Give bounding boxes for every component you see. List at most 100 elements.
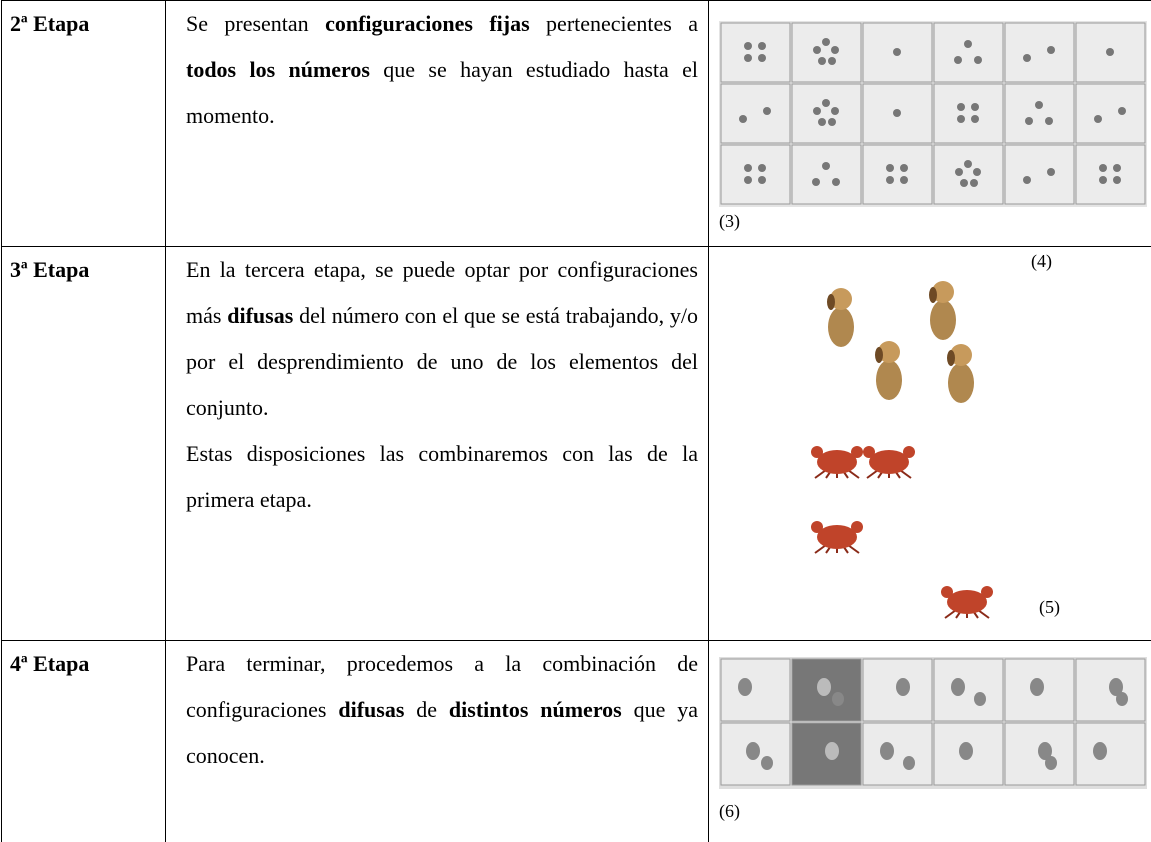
bold-text: difusas: [227, 303, 293, 328]
figure-blob: [1045, 756, 1057, 770]
figure-label: (3): [719, 211, 740, 232]
text: pertenecientes a: [530, 11, 698, 36]
card: [792, 23, 861, 82]
bold-text: todos los números: [186, 57, 370, 82]
card: [1076, 145, 1145, 204]
dot: [957, 103, 965, 111]
dot: [1035, 101, 1043, 109]
dot: [758, 176, 766, 184]
dot: [973, 168, 981, 176]
crab-body: [947, 590, 987, 614]
dot: [758, 42, 766, 50]
dot: [954, 56, 962, 64]
text: Estas disposiciones las combinaremos con…: [186, 441, 698, 512]
paragraph: Para terminar, procedemos a la combinaci…: [186, 641, 698, 779]
dot: [813, 107, 821, 115]
dot: [964, 160, 972, 168]
stage: 4ª Etapa: [2, 641, 166, 842]
stage: 2ª Etapa: [2, 1, 166, 247]
dot: [822, 99, 830, 107]
dot: [960, 179, 968, 187]
paragraph: En la tercera etapa, se puede optar por …: [186, 247, 698, 431]
card: [1076, 84, 1145, 143]
card: [792, 84, 861, 143]
row: 4ª Etapa Para terminar, procedemos a la …: [2, 641, 1151, 842]
card: [721, 84, 790, 143]
card: [863, 723, 932, 785]
card: [863, 145, 932, 204]
dot: [893, 109, 901, 117]
dot: [763, 107, 771, 115]
dog-ear: [875, 347, 883, 363]
card: [792, 145, 861, 204]
dog-ear: [947, 350, 955, 366]
figure-blob: [746, 742, 760, 760]
figure-blob: [951, 678, 965, 696]
dot: [970, 179, 978, 187]
card: [721, 659, 790, 721]
dot: [1118, 107, 1126, 115]
dot: [1113, 164, 1121, 172]
description: Para terminar, procedemos a la combinaci…: [166, 641, 709, 842]
dot: [893, 48, 901, 56]
card: [1005, 145, 1074, 204]
dot: [744, 54, 752, 62]
dot: [1099, 164, 1107, 172]
dot: [822, 38, 830, 46]
dot: [744, 164, 752, 172]
dot: [1023, 176, 1031, 184]
card: [721, 23, 790, 82]
figure-blob: [817, 678, 831, 696]
paragraph: Estas disposiciones las combinaremos con…: [186, 431, 698, 523]
dot: [1023, 54, 1031, 62]
stage: 3ª Etapa: [2, 247, 166, 641]
dot: [1106, 48, 1114, 56]
dog-body: [828, 307, 854, 347]
dot: [900, 164, 908, 172]
text: Se presentan: [186, 11, 325, 36]
figure: (4) (5): [709, 247, 1151, 639]
paragraph: Se presentan configuraciones fijas perte…: [186, 1, 698, 139]
dot: [1047, 46, 1055, 54]
crabs: [811, 446, 993, 618]
card: [934, 145, 1003, 204]
dot: [822, 162, 830, 170]
dot: [831, 107, 839, 115]
figure-blob: [825, 742, 839, 760]
dot: [1045, 117, 1053, 125]
crab-body: [817, 450, 857, 474]
figure-blob: [832, 692, 844, 706]
dot: [813, 46, 821, 54]
card: [934, 23, 1003, 82]
dot: [971, 115, 979, 123]
dot: [900, 176, 908, 184]
bold-text: distintos números: [449, 697, 622, 722]
figure-cell: (4) (5): [709, 247, 1151, 641]
figure-label: (6): [719, 801, 740, 822]
card: [721, 145, 790, 204]
dot: [831, 46, 839, 54]
crab-body: [817, 525, 857, 549]
dot: [818, 118, 826, 126]
dot: [886, 176, 894, 184]
figure-blob: [880, 742, 894, 760]
crab-claw: [851, 521, 863, 533]
figure-blob: [738, 678, 752, 696]
dot: [744, 42, 752, 50]
figure-blob: [1030, 678, 1044, 696]
dot: [758, 54, 766, 62]
dot: [955, 168, 963, 176]
text: de: [404, 697, 449, 722]
dot: [739, 115, 747, 123]
figure-label: (5): [1039, 597, 1060, 618]
crab-claw: [941, 586, 953, 598]
dot: [1025, 117, 1033, 125]
description: Se presentan configuraciones fijas perte…: [166, 1, 709, 247]
card: [1005, 84, 1074, 143]
dot: [818, 57, 826, 65]
figure: (6): [709, 641, 1151, 842]
figure-blob: [761, 756, 773, 770]
row: 3ª Etapa En la tercera etapa, se puede o…: [2, 247, 1151, 641]
